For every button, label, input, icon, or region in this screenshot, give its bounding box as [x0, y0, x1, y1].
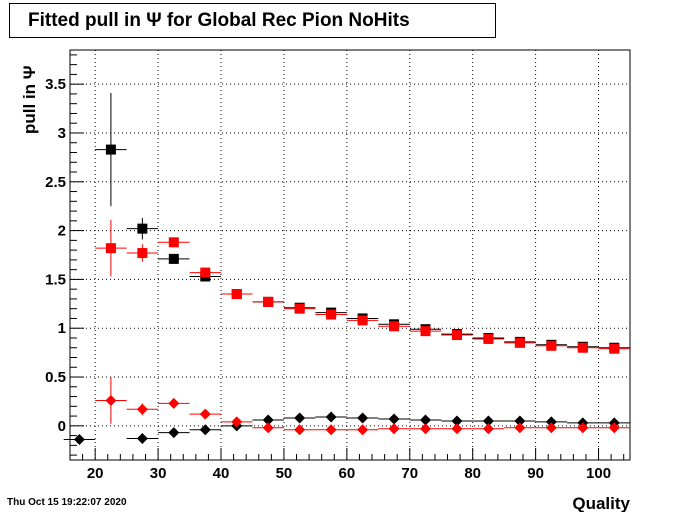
- data-point: [136, 403, 148, 415]
- chart-title-box: Fitted pull in Ψ for Global Rec Pion NoH…: [9, 3, 496, 38]
- x-tick-label: 90: [527, 465, 544, 482]
- data-point: [482, 415, 494, 427]
- y-axis-label: pull in Ψ: [20, 65, 39, 134]
- y-tick-label: 2: [58, 223, 66, 240]
- series-2: [63, 411, 630, 445]
- data-point: [388, 413, 400, 425]
- data-point: [136, 433, 148, 445]
- data-point: [451, 330, 462, 341]
- data-point: [105, 144, 116, 155]
- data-point: [514, 337, 525, 348]
- data-point: [105, 394, 117, 406]
- x-tick-label: 60: [339, 465, 356, 482]
- data-point: [168, 253, 179, 264]
- data-points: [63, 92, 630, 445]
- data-point: [483, 333, 494, 344]
- series-0: [95, 92, 630, 353]
- chart-title: Fitted pull in Ψ for Global Rec Pion NoH…: [28, 9, 410, 31]
- y-axis-ticks: 0 0.5 1 1.5 2 2.5 3 3.5: [45, 54, 84, 456]
- y-tick-label: 2.5: [45, 174, 66, 191]
- data-point: [420, 414, 432, 426]
- y-tick-label: 1.5: [45, 271, 66, 288]
- data-point: [168, 397, 180, 409]
- x-tick-label: 100: [586, 465, 611, 482]
- data-point: [294, 303, 305, 314]
- data-point: [137, 248, 148, 259]
- data-point: [231, 289, 242, 300]
- data-point: [545, 416, 557, 428]
- series-1: [95, 219, 630, 354]
- data-point: [608, 422, 620, 434]
- data-point: [231, 416, 243, 428]
- data-point: [325, 424, 337, 436]
- data-point: [325, 411, 337, 423]
- y-tick-label: 3: [58, 125, 66, 142]
- data-point: [326, 309, 337, 320]
- x-tick-label: 80: [464, 465, 481, 482]
- data-point: [420, 326, 431, 337]
- series-3: [95, 377, 630, 436]
- x-axis-label: Quality: [572, 494, 630, 512]
- data-point: [514, 415, 526, 427]
- timestamp: Thu Oct 15 19:22:07 2020: [7, 497, 127, 508]
- x-tick-label: 40: [213, 465, 230, 482]
- data-point: [357, 412, 369, 424]
- x-tick-label: 50: [276, 465, 293, 482]
- data-point: [168, 427, 180, 439]
- data-point: [420, 423, 432, 435]
- data-point: [105, 243, 116, 254]
- data-point: [294, 424, 306, 436]
- data-point: [546, 340, 557, 351]
- data-point: [357, 424, 369, 436]
- y-tick-label: 1: [58, 320, 66, 337]
- x-tick-label: 20: [87, 465, 104, 482]
- data-point: [388, 423, 400, 435]
- x-axis-ticks: 20 30 40 50 60 70 80 90 100: [69, 448, 625, 482]
- data-point: [137, 223, 148, 234]
- x-tick-label: 70: [401, 465, 418, 482]
- data-point: [514, 422, 526, 434]
- data-point: [262, 422, 274, 434]
- grid-lines: [70, 50, 630, 460]
- data-point: [451, 423, 463, 435]
- data-point: [609, 343, 620, 354]
- y-tick-label: 0.5: [45, 369, 66, 386]
- data-point: [545, 422, 557, 434]
- data-point: [200, 267, 211, 278]
- data-point: [451, 415, 463, 427]
- data-point: [577, 422, 589, 434]
- x-tick-label: 30: [150, 465, 167, 482]
- data-point: [577, 342, 588, 353]
- data-point: [263, 296, 274, 307]
- data-point: [199, 424, 211, 436]
- data-point: [389, 321, 400, 332]
- data-point: [168, 237, 179, 248]
- data-point: [294, 412, 306, 424]
- data-point: [357, 315, 368, 326]
- y-tick-label: 0: [58, 418, 66, 435]
- plot-frame: [69, 49, 631, 461]
- data-point: [73, 434, 85, 445]
- y-tick-label: 3.5: [45, 76, 66, 93]
- data-point: [482, 423, 494, 435]
- data-point: [199, 408, 211, 420]
- data-point: [262, 414, 274, 426]
